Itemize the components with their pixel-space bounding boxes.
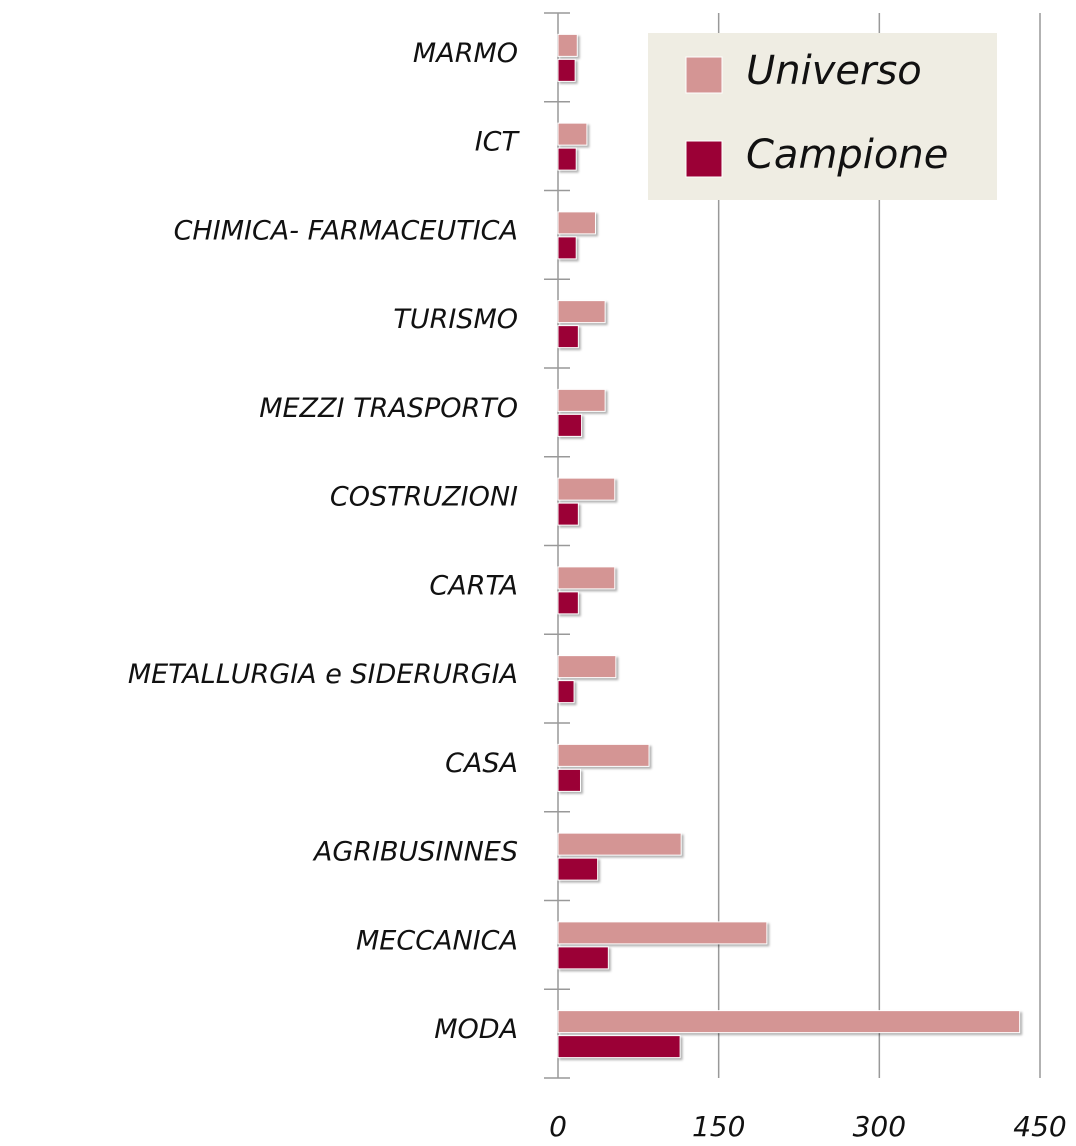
bar xyxy=(557,1010,1021,1034)
bar xyxy=(557,832,682,856)
bar xyxy=(557,33,578,57)
bar xyxy=(557,768,581,792)
bar xyxy=(557,122,588,146)
bar xyxy=(557,566,616,590)
y-tick-label: COSTRUZIONI xyxy=(330,482,518,513)
bar xyxy=(557,946,609,970)
bar xyxy=(557,921,768,945)
bar xyxy=(557,743,650,767)
bar xyxy=(557,211,596,235)
y-tick-label: AGRIBUSINNES xyxy=(312,837,518,868)
legend-label: Campione xyxy=(746,132,948,178)
bar xyxy=(557,502,579,526)
x-tick-label: 450 xyxy=(1013,1110,1066,1142)
bar xyxy=(557,300,606,324)
bar xyxy=(557,655,617,679)
bar xyxy=(557,236,577,260)
legend-swatch xyxy=(685,140,723,178)
x-tick-label: 150 xyxy=(692,1110,745,1142)
y-tick-label: MEZZI TRASPORTO xyxy=(259,393,518,424)
bar xyxy=(557,325,579,349)
bar xyxy=(557,591,579,615)
x-tick-label: 0 xyxy=(549,1110,567,1142)
bar xyxy=(557,1035,681,1059)
y-tick-label: MODA xyxy=(434,1014,518,1045)
legend-swatch xyxy=(685,56,723,94)
y-tick-label: MECCANICA xyxy=(356,925,518,956)
bar xyxy=(557,413,583,437)
bar xyxy=(557,58,576,82)
bar xyxy=(557,680,575,704)
y-tick-label: CASA xyxy=(445,748,518,779)
y-tick-label: METALLURGIA e SIDERURGIA xyxy=(128,659,518,690)
y-tick-label: MARMO xyxy=(413,38,518,69)
y-tick-label: CARTA xyxy=(429,570,518,601)
y-tick-label: ICT xyxy=(475,127,521,158)
bar xyxy=(557,147,577,171)
bar xyxy=(557,857,599,881)
y-tick-label: TURISMO xyxy=(393,304,518,335)
bar xyxy=(557,388,606,412)
y-tick-label: CHIMICA- FARMACEUTICA xyxy=(174,215,518,246)
bar xyxy=(557,477,616,501)
x-tick-label: 300 xyxy=(853,1110,906,1142)
legend-label: Universo xyxy=(746,48,922,94)
